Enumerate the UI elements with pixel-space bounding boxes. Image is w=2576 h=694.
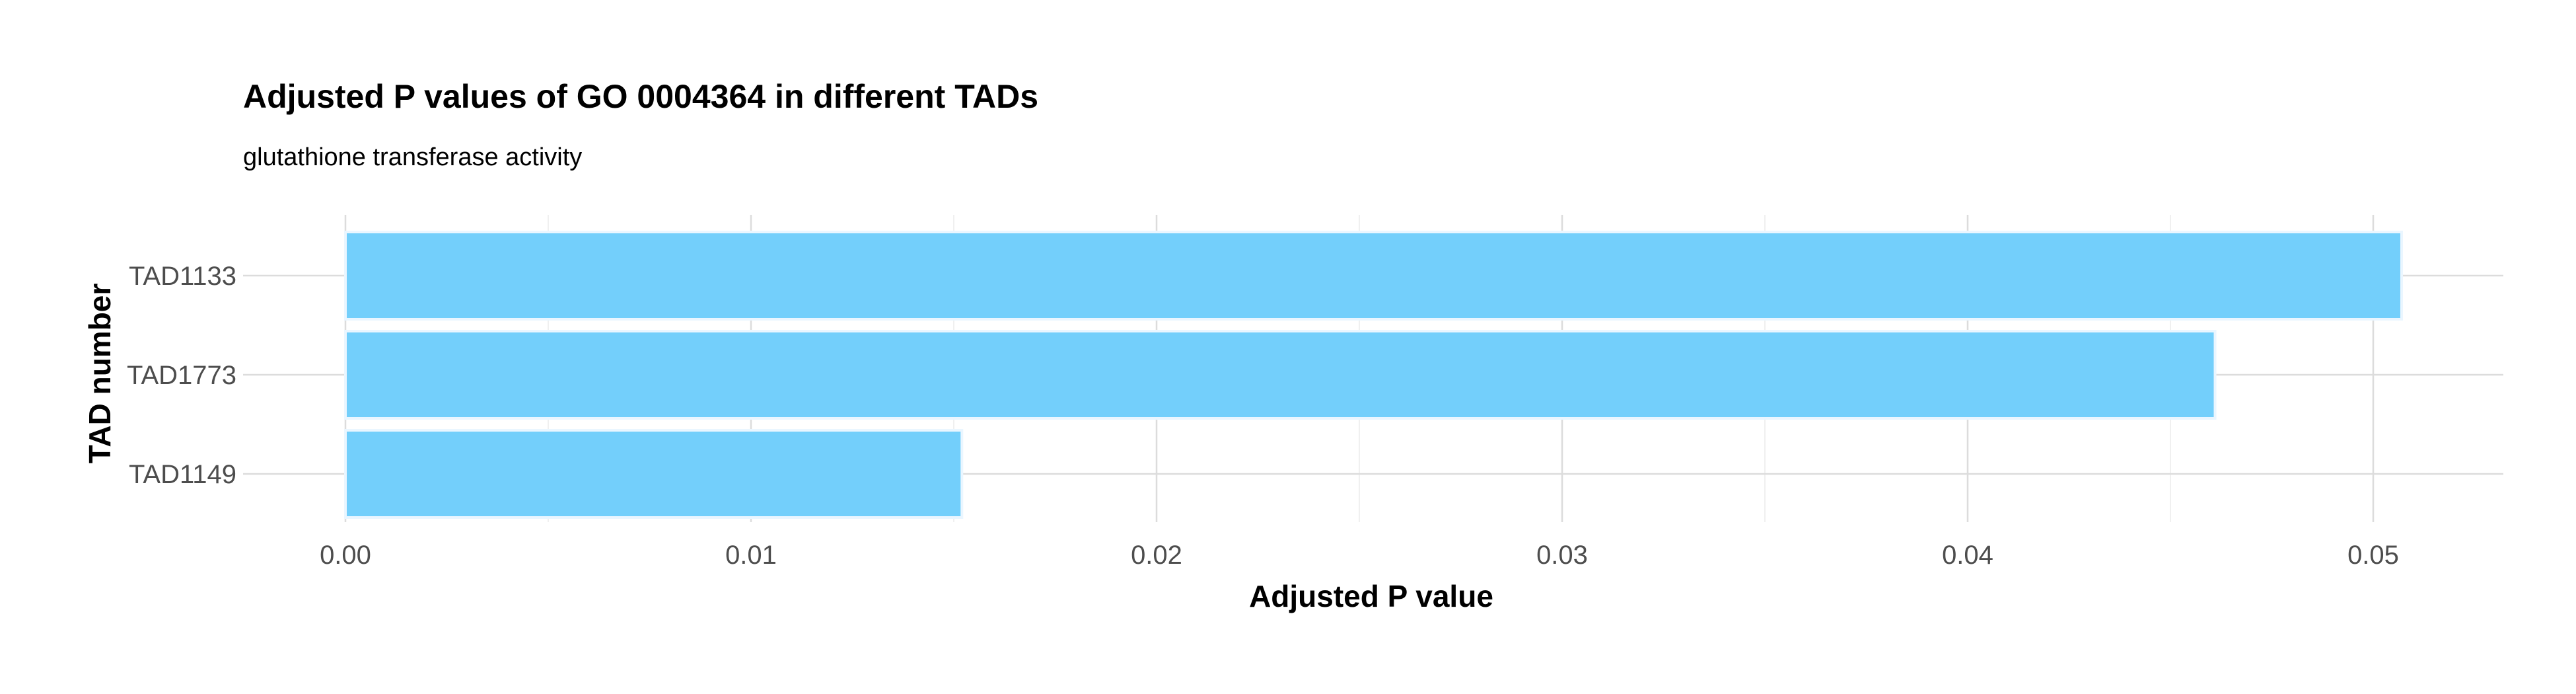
- x-tick-label: 0.01: [725, 541, 777, 570]
- y-axis-title: TAD number: [83, 284, 117, 464]
- chart-title: Adjusted P values of GO 0004364 in diffe…: [243, 78, 1038, 115]
- x-tick-label: 0.00: [320, 541, 371, 570]
- bar: [344, 231, 2403, 321]
- bars: [344, 231, 2403, 519]
- x-tick-label: 0.02: [1131, 541, 1182, 570]
- chart-subtitle: glutathione transferase activity: [243, 143, 582, 171]
- x-tick-labels: 0.00 0.01 0.02 0.03 0.04 0.05: [320, 541, 2399, 570]
- bar: [344, 429, 964, 519]
- x-tick-label: 0.03: [1536, 541, 1588, 570]
- y-tick-label: TAD1149: [129, 460, 236, 489]
- x-tick-label: 0.04: [1942, 541, 1993, 570]
- x-axis-title: Adjusted P value: [1249, 579, 1493, 613]
- y-tick-label: TAD1133: [129, 262, 236, 291]
- y-tick-labels: TAD1133 TAD1773 TAD1149: [127, 262, 236, 489]
- x-tick-label: 0.05: [2347, 541, 2399, 570]
- y-tick-label: TAD1773: [127, 361, 236, 390]
- bar: [344, 330, 2217, 420]
